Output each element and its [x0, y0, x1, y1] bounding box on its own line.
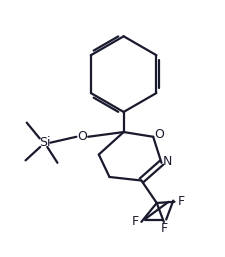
Text: N: N: [162, 155, 171, 168]
Text: F: F: [131, 215, 138, 228]
Text: F: F: [160, 223, 167, 235]
Text: F: F: [177, 195, 184, 208]
Text: O: O: [153, 128, 163, 141]
Text: Si: Si: [38, 136, 50, 149]
Text: O: O: [77, 130, 87, 143]
